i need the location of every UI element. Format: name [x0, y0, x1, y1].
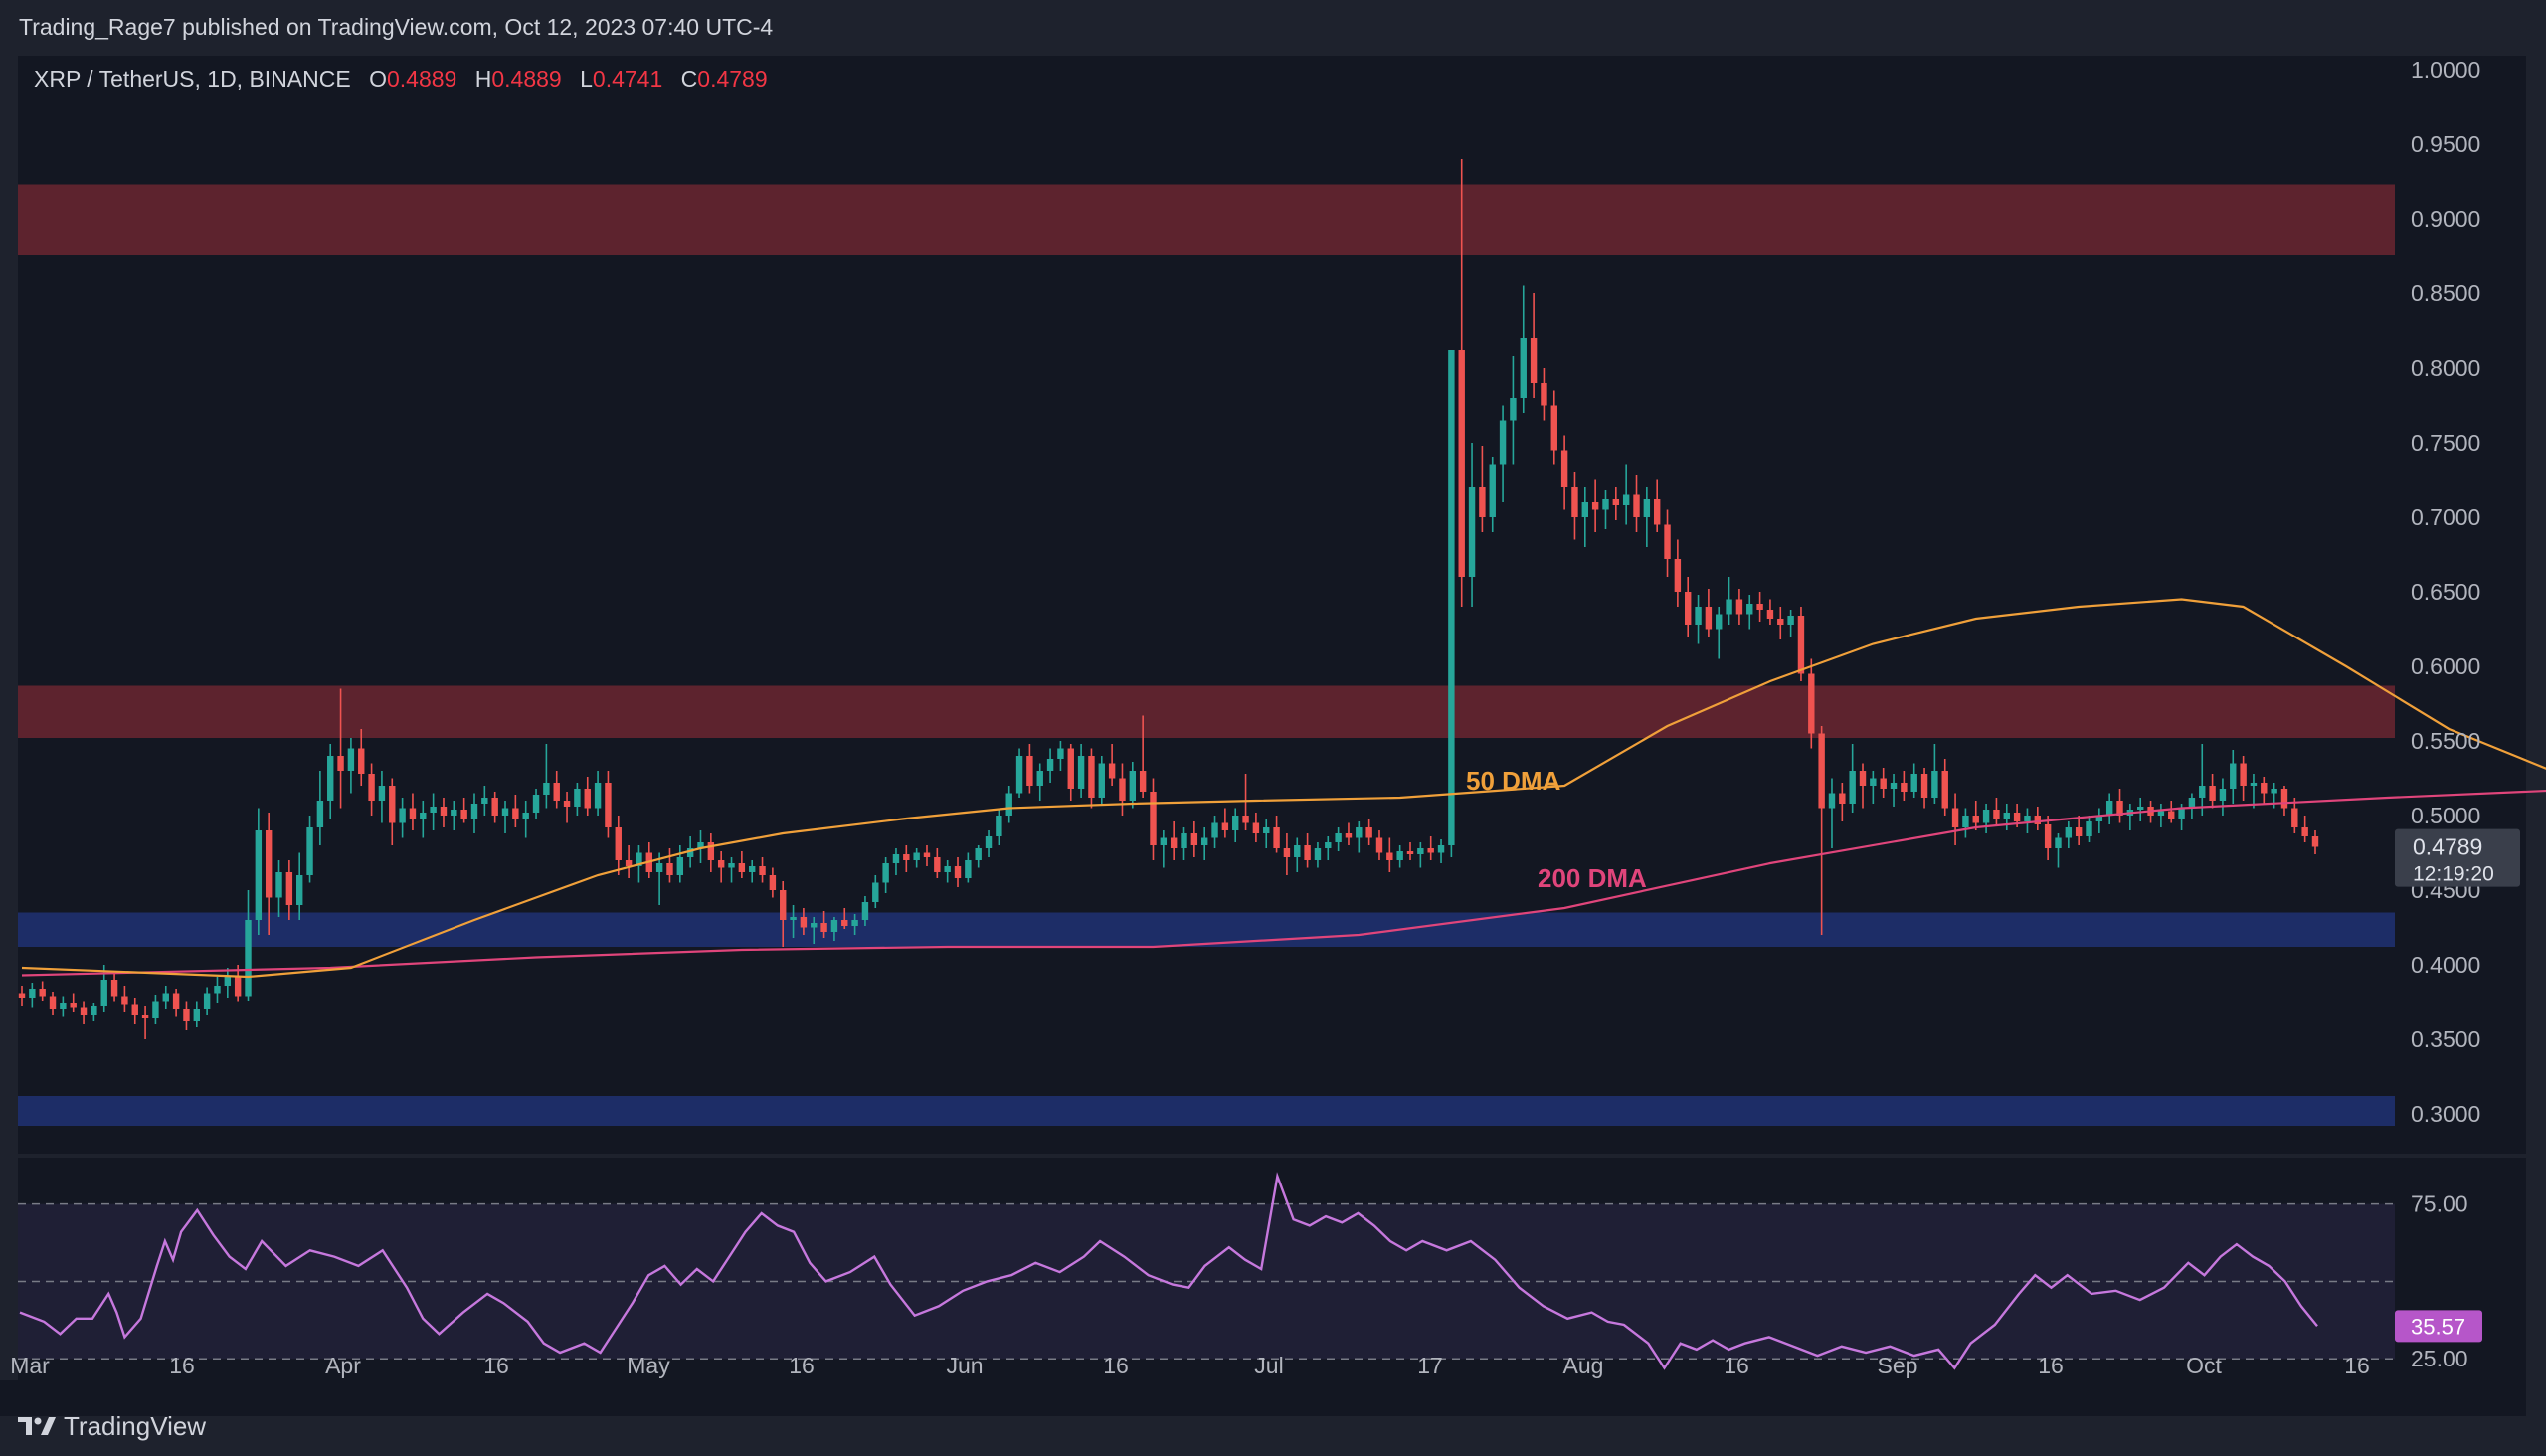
high-value: 0.4889 — [491, 66, 562, 91]
price-axis[interactable] — [2395, 56, 2526, 1154]
rsi-axis[interactable] — [2395, 1158, 2526, 1380]
footer-brand[interactable]: TradingView — [18, 1406, 206, 1446]
price-panel[interactable] — [18, 56, 2395, 1154]
time-axis[interactable] — [0, 1380, 2526, 1416]
symbol-label[interactable]: XRP / TetherUS, 1D, BINANCE — [34, 66, 351, 91]
low-value: 0.4741 — [592, 66, 663, 91]
footer-brand-label: TradingView — [64, 1410, 207, 1441]
close-label: C — [680, 66, 698, 91]
publisher-line: Trading_Rage7 published on TradingView.c… — [19, 14, 774, 40]
open-label: O — [369, 66, 387, 91]
low-label: L — [580, 66, 593, 91]
rsi-panel[interactable] — [18, 1158, 2395, 1380]
high-label: H — [474, 66, 492, 91]
tradingview-logo-icon — [18, 1417, 56, 1435]
top-bar: Trading_Rage7 published on TradingView.c… — [0, 0, 2546, 56]
open-value: 0.4889 — [387, 66, 457, 91]
ohlc-legend: XRP / TetherUS, 1D, BINANCE O0.4889 H0.4… — [34, 66, 768, 92]
close-value: 0.4789 — [697, 66, 768, 91]
